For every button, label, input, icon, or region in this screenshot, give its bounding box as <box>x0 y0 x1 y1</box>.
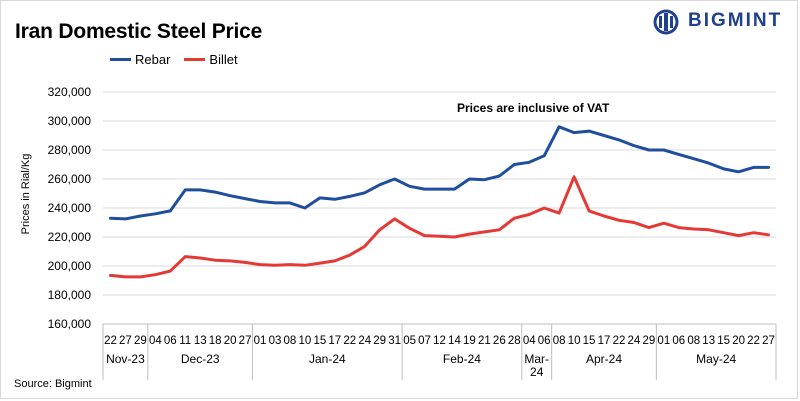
x-tick-label: 17 <box>598 335 611 347</box>
y-tick-label: 220,000 <box>48 230 92 244</box>
x-tick-label: 15 <box>583 335 596 347</box>
x-tick-label: 24 <box>358 335 371 347</box>
x-tick-label: 29 <box>373 335 386 347</box>
x-tick-label: 06 <box>672 335 685 347</box>
legend-label-billet: Billet <box>209 52 238 67</box>
x-tick-label: 15 <box>313 335 326 347</box>
month-label: Apr-24 <box>586 352 622 366</box>
y-tick-label: 200,000 <box>48 259 92 273</box>
legend-swatch-billet <box>184 58 206 61</box>
y-tick-label: 260,000 <box>48 172 92 186</box>
brand-logo: BIGMINT <box>652 8 792 36</box>
x-tick-label: 06 <box>538 335 551 347</box>
y-tick-label: 300,000 <box>48 114 92 128</box>
legend-item-billet: Billet <box>184 52 238 67</box>
series-line-rebar <box>109 125 770 221</box>
x-tick-label: 22 <box>613 335 626 347</box>
legend-swatch-rebar <box>110 58 131 61</box>
y-tick-label: 240,000 <box>48 201 92 215</box>
x-tick-label: 04 <box>523 335 536 347</box>
x-tick-label: 22 <box>343 335 356 347</box>
x-tick-label: 28 <box>508 335 521 347</box>
series-line-billet <box>109 175 770 279</box>
x-tick-label: 06 <box>164 335 177 347</box>
x-tick-label: 21 <box>478 335 491 347</box>
x-tick-label: 29 <box>134 335 147 347</box>
x-tick-label: 11 <box>179 335 191 347</box>
month-label: 24 <box>530 365 544 379</box>
month-label: Nov-23 <box>106 352 145 366</box>
legend-item-rebar: Rebar <box>110 52 170 67</box>
x-tick-label: 20 <box>224 335 237 347</box>
x-tick-label: 08 <box>284 335 297 347</box>
x-tick-label: 01 <box>657 335 670 347</box>
x-tick-label: 31 <box>388 335 401 347</box>
x-tick-label: 27 <box>762 335 775 347</box>
x-tick-label: 26 <box>493 335 506 347</box>
x-tick-label: 07 <box>418 335 431 347</box>
vat-annotation: Prices are inclusive of VAT <box>457 101 610 115</box>
x-tick-label: 18 <box>209 335 222 347</box>
chart-legend: Rebar Billet <box>110 52 252 67</box>
x-tick-label: 22 <box>104 335 117 347</box>
x-tick-label: 12 <box>433 335 446 347</box>
brand-name: BIGMINT <box>688 10 783 31</box>
x-tick-label: 13 <box>702 335 715 347</box>
month-label: Dec-23 <box>181 352 220 366</box>
x-tick-label: 10 <box>299 335 312 347</box>
x-tick-label: 22 <box>747 335 760 347</box>
x-tick-label: 03 <box>269 335 282 347</box>
x-tick-label: 05 <box>403 335 416 347</box>
x-tick-label: 01 <box>254 335 267 347</box>
x-tick-label: 29 <box>642 335 655 347</box>
y-tick-label: 160,000 <box>48 317 92 331</box>
x-tick-label: 08 <box>553 335 566 347</box>
x-tick-label: 27 <box>239 335 252 347</box>
x-tick-label: 15 <box>717 335 730 347</box>
x-tick-label: 17 <box>328 335 341 347</box>
x-tick-label: 13 <box>194 335 207 347</box>
x-tick-label: 27 <box>119 335 132 347</box>
x-tick-label: 24 <box>628 335 641 347</box>
bigmint-logo-icon <box>653 9 679 35</box>
y-tick-label: 280,000 <box>48 143 92 157</box>
month-label: Feb-24 <box>443 352 481 366</box>
month-label: Jan-24 <box>309 352 346 366</box>
x-tick-label: 14 <box>448 335 461 347</box>
x-tick-label: 08 <box>687 335 700 347</box>
chart-title: Iran Domestic Steel Price <box>15 20 263 43</box>
x-tick-label: 10 <box>568 335 581 347</box>
legend-label-rebar: Rebar <box>135 52 171 67</box>
month-label: May-24 <box>696 352 736 366</box>
x-tick-label: 04 <box>149 335 162 347</box>
y-tick-label: 180,000 <box>48 288 92 302</box>
source-note: Source: Bigmint <box>14 378 92 390</box>
x-tick-label: 19 <box>463 335 476 347</box>
x-tick-label: 20 <box>732 335 745 347</box>
y-tick-label: 320,000 <box>48 85 92 99</box>
month-label: Mar- <box>524 352 549 366</box>
